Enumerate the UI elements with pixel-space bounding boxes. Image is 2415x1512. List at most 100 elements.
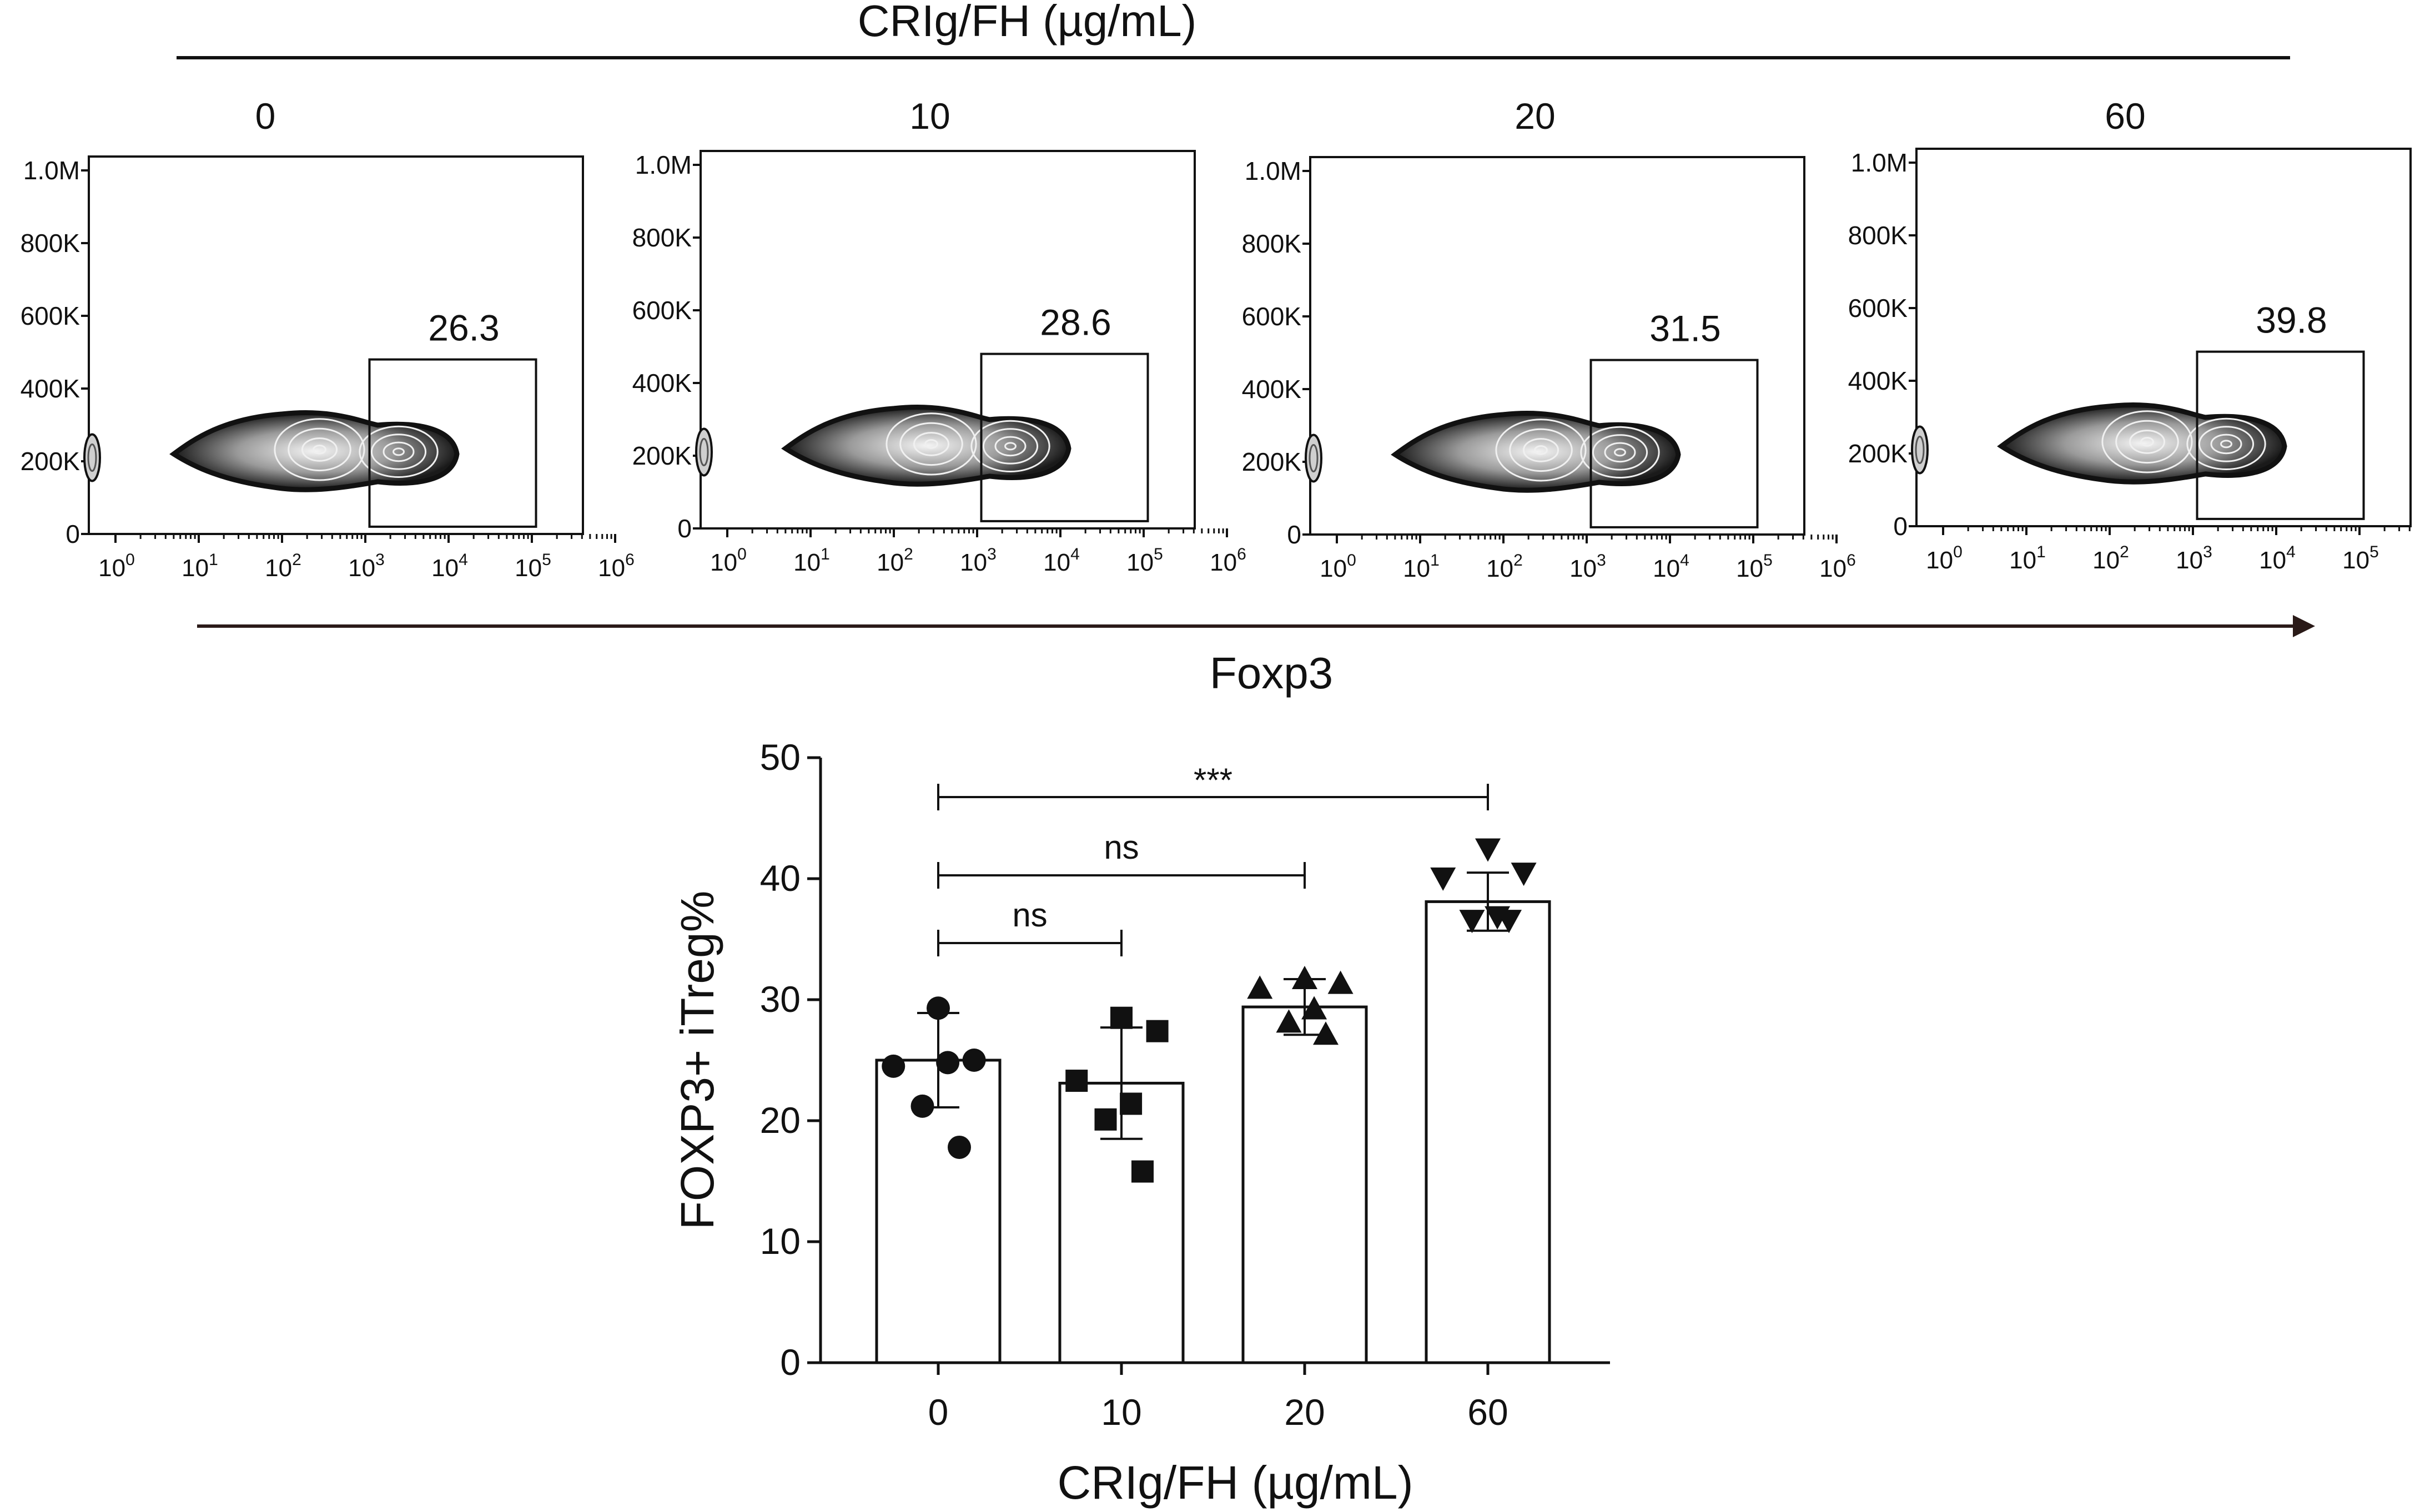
x-tick-label: 101 xyxy=(2009,543,2046,574)
x-tick-label: 104 xyxy=(431,551,468,582)
data-point xyxy=(962,1049,986,1072)
y-tick-label: 800K xyxy=(21,229,80,258)
flow-panel-60: 60 0 200K 400K 600K 800K 1.0M 100 101 102 103 104 10… xyxy=(1848,95,2412,574)
data-point xyxy=(1301,996,1327,1020)
contour-ring xyxy=(2115,420,2179,464)
data-point xyxy=(1276,1009,1302,1033)
bar-chart: 0 10 20 30 40 50 0 10 20 60 ns ns *** CRIg/FH (µg/mL)… xyxy=(671,737,1610,1509)
contour-ring xyxy=(2101,410,2193,473)
x-tick-label: 106 xyxy=(598,551,635,582)
x-tick-label: 103 xyxy=(1569,551,1606,582)
y-tick-label: 400K xyxy=(632,369,692,397)
gate-box xyxy=(2196,350,2365,520)
y-tick-label: 20 xyxy=(760,1100,801,1141)
data-point xyxy=(1120,1092,1143,1115)
gate-box xyxy=(980,352,1149,522)
contour-ring xyxy=(970,420,1050,473)
data-point xyxy=(1327,970,1354,994)
x-tick-label: 104 xyxy=(1653,551,1689,582)
data-point xyxy=(1292,965,1317,989)
contour-ring xyxy=(924,439,938,449)
contour-ring xyxy=(1592,434,1648,471)
contour-ring xyxy=(370,434,427,470)
y-tick-label: 10 xyxy=(760,1221,801,1262)
contour-ring xyxy=(383,441,415,462)
data-point xyxy=(1146,1020,1169,1042)
gate-value: 31.5 xyxy=(1649,308,1720,349)
bar-20 xyxy=(1241,1005,1368,1364)
x-tick-label: 102 xyxy=(1486,551,1523,582)
y-tick-label: 0 xyxy=(1893,512,1908,541)
edge-events-contour xyxy=(1915,435,1925,464)
population-contour xyxy=(1391,411,1681,493)
data-point xyxy=(1131,1160,1154,1183)
data-point xyxy=(1094,1108,1117,1131)
sig-label: ns xyxy=(1104,829,1139,866)
sig-label: *** xyxy=(1194,762,1232,799)
contour-ring xyxy=(1614,448,1626,457)
population-contour xyxy=(169,410,460,492)
y-tick-label: 200K xyxy=(1242,447,1302,476)
x-tick-label: 60 xyxy=(1467,1392,1508,1433)
data-point xyxy=(1475,838,1501,862)
x-tick-label: 102 xyxy=(877,545,913,576)
x-tick-label: 105 xyxy=(515,551,551,582)
gate-value: 39.8 xyxy=(2256,300,2327,341)
x-tick-label: 102 xyxy=(265,551,301,582)
panel-label: 60 xyxy=(2105,95,2145,137)
edge-events-contour xyxy=(87,443,97,472)
contour-ring xyxy=(886,412,977,476)
contour-ring xyxy=(2186,417,2266,471)
data-point xyxy=(1313,1021,1339,1045)
y-tick-label: 1.0M xyxy=(635,150,692,179)
population-contour xyxy=(1997,402,2287,485)
contour-ring xyxy=(2220,440,2232,448)
x-tick-label: 105 xyxy=(1736,551,1773,582)
flow-panel-20: 20 0 200K 400K 600K 800K 1.0M 100 101 102 103 104 10… xyxy=(1242,95,1856,582)
y-tick-label: 600K xyxy=(632,296,692,325)
panel-frame xyxy=(1915,148,2412,527)
contour-ring xyxy=(2210,434,2242,455)
contour-ring xyxy=(1004,442,1017,451)
foxp3-arrow-head xyxy=(2293,615,2315,637)
y-tick-label: 800K xyxy=(1242,229,1302,258)
contour-ring xyxy=(1509,428,1573,472)
x-tick-label: 100 xyxy=(98,551,135,582)
contour-ring xyxy=(1495,419,1587,482)
y-tick-label: 800K xyxy=(1848,221,1908,250)
contour-ring xyxy=(313,445,326,455)
x-tick-label: 100 xyxy=(1926,543,1963,574)
bar-60 xyxy=(1425,900,1551,1364)
y-tick-label: 0 xyxy=(677,514,692,543)
sig-label: ns xyxy=(1012,896,1047,934)
y-tick-label: 0 xyxy=(780,1342,801,1383)
foxp3-axis-title: Foxp3 xyxy=(1210,648,1333,698)
x-tick-label: 101 xyxy=(182,551,218,582)
edge-events xyxy=(695,427,713,477)
data-point xyxy=(1110,1006,1133,1029)
data-point xyxy=(1247,975,1273,999)
contour-ring xyxy=(2198,426,2255,462)
edge-events xyxy=(1305,434,1322,483)
y-tick-label: 600K xyxy=(21,301,80,330)
x-tick-label: 104 xyxy=(1043,545,1080,576)
y-axis-title: FOXP3+ iTreg% xyxy=(671,891,723,1230)
edge-events-contour xyxy=(1309,443,1319,472)
gate-box xyxy=(1589,359,1759,528)
flow-panels: 0 0 200K 400K 600K 800K 1.0M 100 101 102 103 104 105… xyxy=(21,95,2412,582)
gate-value: 28.6 xyxy=(1040,302,1111,343)
gate-box xyxy=(368,358,537,528)
contour-ring xyxy=(1523,438,1559,462)
data-point xyxy=(1459,910,1485,934)
y-tick-label: 30 xyxy=(760,979,801,1020)
contour-ring xyxy=(1534,445,1548,455)
header-title: CRIg/FH (µg/mL) xyxy=(858,0,1197,46)
y-tick-label: 200K xyxy=(1848,439,1908,468)
panel-label: 0 xyxy=(255,95,276,137)
data-point xyxy=(927,996,950,1020)
y-tick-label: 0 xyxy=(1287,520,1301,549)
panel-label: 20 xyxy=(1515,95,1555,137)
x-tick-label: 103 xyxy=(348,551,385,582)
flow-panel-0: 0 0 200K 400K 600K 800K 1.0M 100 101 102 103 104 105… xyxy=(21,95,635,582)
data-point xyxy=(948,1135,971,1159)
